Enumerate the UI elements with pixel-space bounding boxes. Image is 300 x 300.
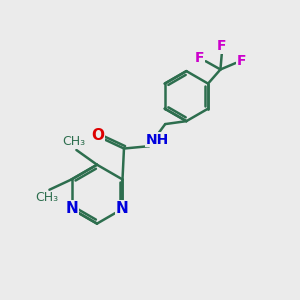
Text: F: F: [237, 54, 246, 68]
Text: CH₃: CH₃: [35, 191, 58, 205]
Text: N: N: [65, 201, 78, 216]
Text: O: O: [91, 128, 104, 143]
Text: F: F: [217, 39, 227, 53]
Text: NH: NH: [146, 133, 169, 147]
Text: N: N: [116, 201, 129, 216]
Text: F: F: [195, 51, 205, 65]
Text: CH₃: CH₃: [62, 135, 86, 148]
